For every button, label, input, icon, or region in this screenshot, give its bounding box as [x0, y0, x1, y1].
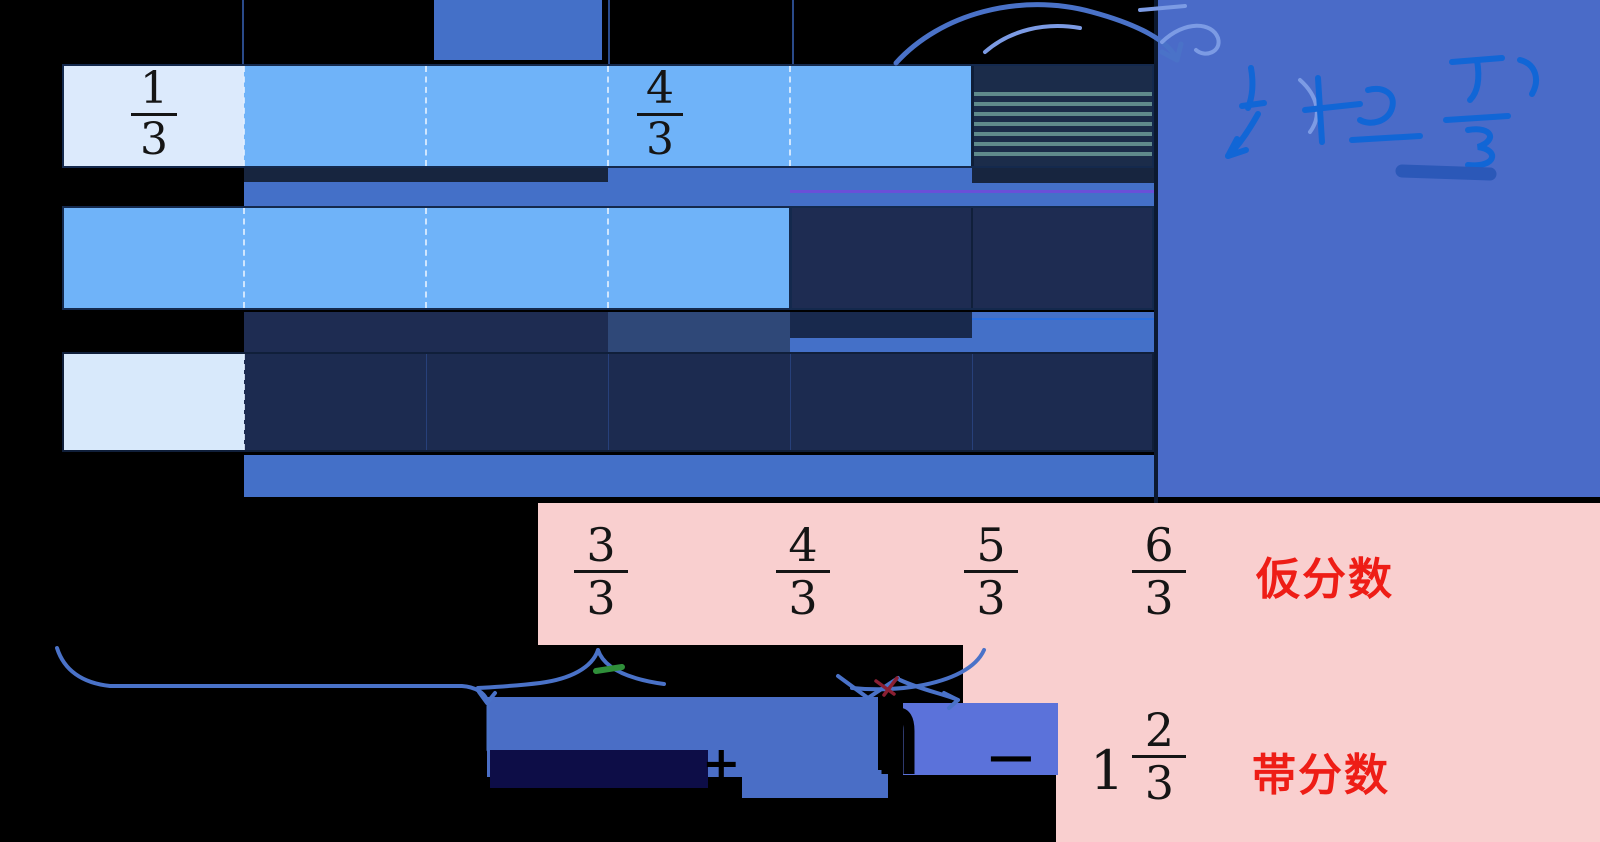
improper-fraction-label: 仮分数 [1256, 554, 1394, 605]
plus-sign: + [702, 736, 741, 790]
denominator: 3 [976, 571, 1006, 625]
improper-fraction-5-3: 5 3 [962, 521, 1020, 622]
cell-separator [789, 66, 791, 166]
bar-a-frame [62, 64, 1154, 168]
tick-line [242, 0, 244, 64]
hatch-pattern [972, 92, 1154, 158]
accent-line [790, 190, 1154, 193]
cell-separator [608, 354, 609, 450]
fraction-bar [964, 570, 1018, 573]
fraction-bar [776, 570, 830, 573]
cell-separator [790, 354, 791, 450]
between-band-cover [244, 312, 608, 352]
bar-c-covered-cells [244, 352, 1154, 452]
numerator: 1 [140, 63, 168, 114]
fraction-bar [131, 113, 177, 116]
bar-c-cell-1 [62, 352, 244, 452]
cell-separator [243, 66, 245, 166]
mixed-number-1-2-3: 1 2 3 [1090, 703, 1187, 810]
fraction-bar [574, 570, 628, 573]
cell-separator [426, 354, 427, 450]
numerator: 6 [1144, 518, 1174, 572]
denominator: 3 [788, 571, 818, 625]
fraction-part: 2 3 [1132, 703, 1187, 810]
cell-separator [972, 354, 973, 450]
numerator: 4 [788, 518, 818, 572]
column-divider-line [1154, 0, 1158, 503]
fraction-bar [1132, 570, 1186, 573]
tick-line [792, 0, 794, 64]
between-band [608, 312, 790, 352]
cell-separator-solid [789, 206, 792, 310]
improper-fraction-4-3: 4 3 [774, 521, 832, 622]
cell-separator [243, 354, 245, 450]
cell-separator-solid [971, 206, 973, 310]
between-band-cover [790, 312, 972, 338]
improper-fraction-3-3: 3 3 [572, 521, 630, 622]
bar-a-cell-5 [790, 64, 972, 168]
bar-a-cell-4 [608, 64, 790, 168]
bar-a-cell-3 [426, 64, 608, 168]
top-partial-rect [434, 0, 602, 60]
fraction-bar [637, 113, 683, 116]
bar-a-cell-1 [62, 64, 244, 168]
background-notch [963, 773, 1056, 842]
bar-b-frame [62, 206, 1154, 310]
tick-line [608, 0, 610, 64]
numerator: 2 [1144, 703, 1174, 757]
between-band-cover [972, 168, 1154, 183]
denominator: 3 [1144, 571, 1174, 625]
bottom-band [244, 455, 1154, 497]
between-band-cover [244, 168, 608, 182]
cell-separator [425, 66, 427, 166]
bar-a-cell-2 [244, 64, 426, 168]
minus-sign: − [984, 721, 1038, 795]
curved-arrow [893, 2, 1184, 66]
whole-number: 1 [1090, 739, 1125, 802]
swoosh-brace [55, 646, 497, 752]
hidden-box-periwinkle [903, 703, 1058, 775]
denominator: 3 [646, 114, 674, 165]
cell-separator [425, 208, 427, 308]
cell-separator [243, 208, 245, 308]
hidden-box-navy [490, 750, 708, 788]
accent-line [972, 318, 1154, 320]
cell-separator [607, 208, 609, 308]
cell-separator-solid [971, 64, 974, 168]
right-highlight-panel [1158, 0, 1600, 497]
fraction-bar [1132, 755, 1187, 758]
denominator: 3 [1144, 756, 1174, 810]
mixed-number-label: 帯分数 [1252, 750, 1390, 801]
improper-fraction-6-3: 6 3 [1130, 521, 1188, 622]
numerator: 5 [976, 518, 1006, 572]
cell-separator [607, 66, 609, 166]
fraction-label-1-3: 1 3 [126, 66, 182, 163]
denominator: 3 [140, 114, 168, 165]
denominator: 3 [586, 571, 616, 625]
numerator: 3 [586, 518, 616, 572]
numerator: 4 [646, 63, 674, 114]
fraction-label-4-3: 4 3 [632, 66, 688, 163]
hidden-box-slate [742, 770, 888, 798]
bar-c-frame [62, 352, 1154, 452]
